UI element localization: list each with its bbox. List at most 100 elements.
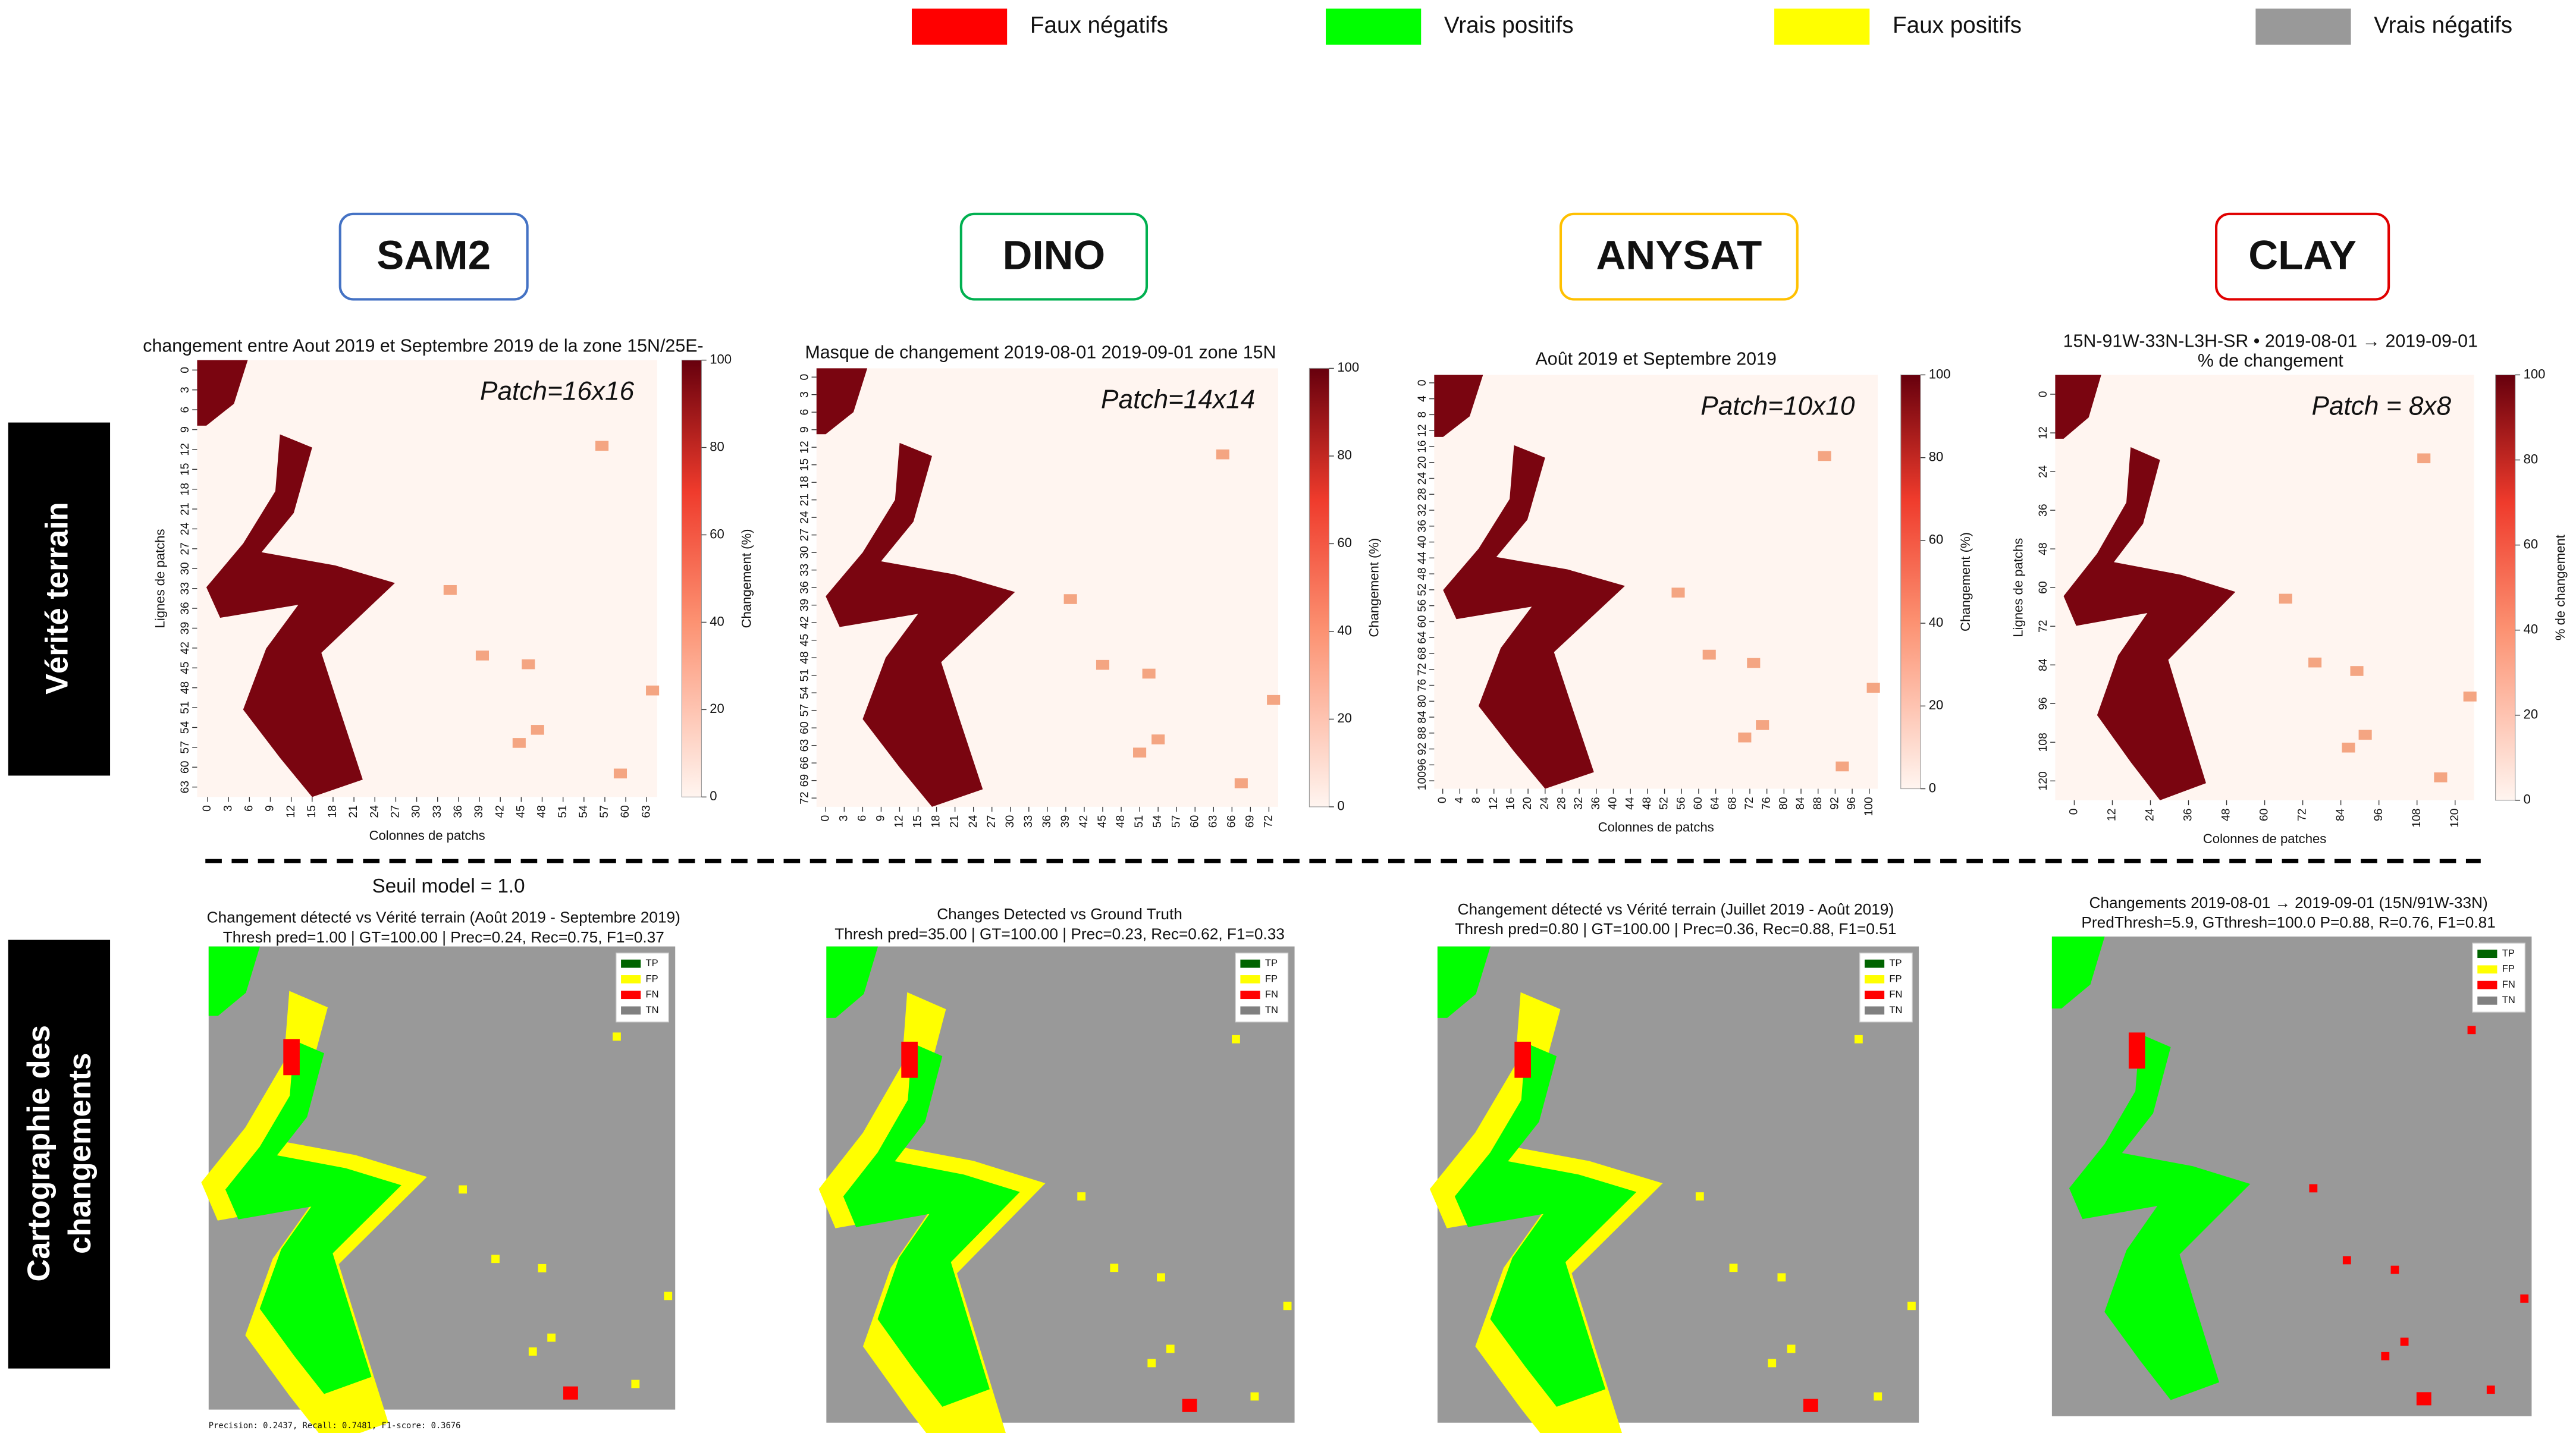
y-tick-label: 24 — [179, 522, 192, 535]
x-tick-label: 54 — [1151, 815, 1164, 828]
map-legend-swatch — [621, 991, 641, 1000]
change-cell — [1671, 587, 1685, 598]
false-positive-cell — [2400, 1337, 2409, 1346]
legend-swatch — [911, 8, 1008, 45]
false-positive-cell — [1854, 1035, 1863, 1044]
x-tick-label: 0 — [819, 815, 832, 822]
x-tick-label: 3 — [222, 805, 234, 812]
y-axis-label: Lignes de patchs — [153, 529, 168, 628]
y-tick-label: 63 — [799, 739, 811, 752]
y-tick-label: 52 — [1416, 583, 1429, 596]
colorbar-tick-label: 60 — [2524, 536, 2539, 551]
y-tick-label: 0 — [799, 374, 811, 381]
threshold-note: Seuil model = 1.0 — [372, 875, 525, 897]
y-tick-label: 40 — [1416, 536, 1429, 549]
model-name: DINO — [1003, 232, 1106, 278]
colorbar-label: % de changement — [2553, 535, 2568, 640]
change-cell — [2308, 657, 2322, 668]
legend-swatch — [1326, 8, 1422, 45]
colorbar-tick-label: 20 — [710, 701, 724, 716]
false-positive-cell — [459, 1185, 467, 1194]
x-axis-label: Colonnes de patchs — [369, 828, 485, 843]
y-tick-label: 66 — [799, 756, 811, 769]
false-positive-cell — [1768, 1359, 1777, 1368]
y-tick-label: 12 — [179, 443, 192, 455]
colorbar-tick-label: 40 — [1929, 615, 1944, 630]
x-tick-label: 39 — [473, 805, 485, 818]
x-tick-label: 36 — [2182, 809, 2195, 822]
map-legend-swatch — [1240, 991, 1260, 1000]
y-tick-label: 45 — [799, 634, 811, 646]
y-tick-label: 51 — [179, 701, 192, 714]
change-cell — [613, 768, 627, 779]
false-positive-cell — [2520, 1294, 2529, 1303]
true-positive-area — [1454, 1043, 1637, 1407]
change-cell — [1267, 694, 1281, 705]
false-positive-cell — [2309, 1184, 2318, 1193]
change-cell — [1133, 747, 1147, 758]
patch-label: Patch=14x14 — [1101, 385, 1255, 414]
map-legend-swatch — [1865, 991, 1885, 1000]
colorbar — [2495, 374, 2516, 801]
y-tick-label: 24 — [799, 511, 811, 524]
x-tick-label: 72 — [2296, 809, 2309, 822]
y-tick-label: 96 — [2037, 697, 2050, 711]
y-tick-label: 3 — [179, 386, 192, 393]
legend-label: Vrais négatifs — [2374, 12, 2512, 38]
y-tick-label: 84 — [1416, 711, 1429, 724]
y-tick-label: 24 — [1416, 472, 1429, 485]
map-title: Changes Detected vs Ground Truth — [937, 905, 1182, 923]
false-positive-cell — [1777, 1273, 1786, 1282]
false-positive-cell — [1907, 1302, 1916, 1311]
x-tick-label: 45 — [514, 805, 527, 818]
false-positive-cell — [1147, 1359, 1156, 1368]
change-cell — [443, 584, 457, 595]
y-tick-label: 36 — [179, 602, 192, 615]
legend-label: Faux négatifs — [1030, 12, 1168, 38]
y-tick-label: 60 — [179, 761, 192, 774]
row-label: Cartographie des — [21, 1025, 57, 1282]
colorbar-tick-label: 100 — [1337, 360, 1359, 375]
x-tick-label: 76 — [1761, 797, 1773, 810]
map-legend-swatch — [1865, 1006, 1885, 1015]
map-legend-label: TN — [1889, 1004, 1902, 1016]
x-tick-label: 57 — [598, 805, 611, 818]
colorbar — [681, 360, 702, 797]
y-tick-label: 80 — [1416, 695, 1429, 708]
y-tick-label: 15 — [799, 458, 811, 472]
map-legend-label: TP — [2502, 948, 2515, 959]
y-tick-label: 42 — [179, 642, 192, 655]
x-tick-label: 42 — [494, 805, 506, 818]
y-tick-label: 64 — [1416, 631, 1429, 644]
colorbar-label: Changement (%) — [1958, 532, 1973, 631]
heatmap-title: 15N-91W-33N-L3H-SR • 2019-08-01 → 2019-0… — [2063, 331, 2478, 351]
colorbar-tick-label: 40 — [710, 614, 724, 628]
x-tick-label: 6 — [243, 805, 255, 812]
y-tick-label: 60 — [2037, 581, 2050, 593]
y-tick-label: 6 — [799, 409, 811, 416]
x-tick-label: 30 — [1004, 815, 1016, 828]
y-tick-label: 28 — [1416, 488, 1429, 501]
false-positive-cell — [613, 1032, 621, 1041]
x-tick-label: 24 — [967, 815, 980, 828]
false-positive-cell — [1787, 1344, 1796, 1353]
map-legend-label: TP — [1265, 957, 1278, 969]
colorbar-tick-label: 100 — [710, 351, 732, 366]
x-tick-label: 100 — [1863, 797, 1875, 816]
x-tick-label: 9 — [875, 815, 887, 822]
x-tick-label: 24 — [2144, 808, 2157, 821]
y-tick-label: 72 — [1416, 663, 1429, 676]
colorbar-tick-label: 0 — [2524, 792, 2531, 807]
change-area — [2063, 447, 2236, 800]
change-cell — [1756, 720, 1769, 730]
change-cell — [1096, 659, 1110, 670]
map-title: Thresh pred=1.00 | GT=100.00 | Prec=0.24… — [223, 928, 664, 946]
model-name: SAM2 — [376, 232, 491, 278]
x-tick-label: 54 — [578, 805, 590, 818]
map-legend-label: TP — [1889, 957, 1902, 969]
x-tick-label: 68 — [1726, 797, 1739, 810]
y-tick-label: 27 — [799, 529, 811, 542]
x-tick-label: 96 — [1846, 797, 1858, 810]
x-tick-label: 72 — [1743, 797, 1756, 810]
